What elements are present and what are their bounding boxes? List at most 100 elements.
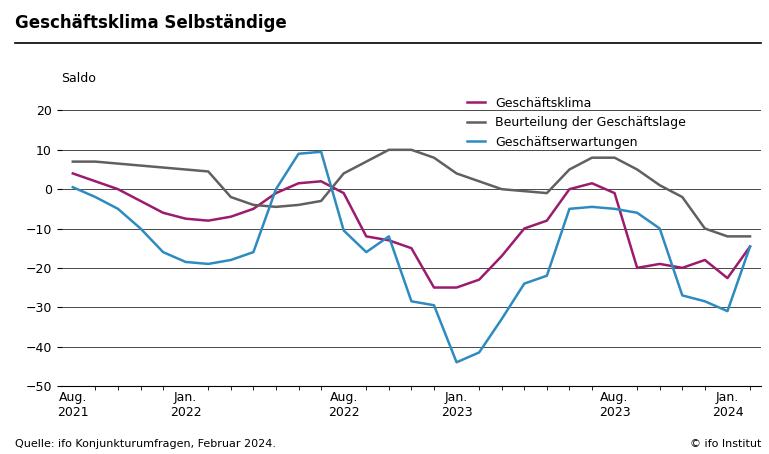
Geschäftserwartungen [610, 206, 619, 212]
Geschäftserwartungen [723, 308, 732, 314]
Geschäftserwartungen [249, 249, 258, 255]
Line: Geschäftsklima: Geschäftsklima [73, 173, 750, 287]
Geschäftsklima [384, 237, 394, 243]
Beurteilung der Geschäftslage [497, 187, 506, 192]
Geschäftserwartungen [136, 226, 145, 231]
Line: Beurteilung der Geschäftslage: Beurteilung der Geschäftslage [73, 150, 750, 237]
Geschäftserwartungen [271, 187, 281, 192]
Geschäftserwartungen [91, 194, 100, 200]
Geschäftserwartungen [113, 206, 122, 212]
Geschäftserwartungen [226, 257, 235, 263]
Text: Geschäftsklima Selbständige: Geschäftsklima Selbständige [15, 14, 287, 32]
Geschäftsklima [158, 210, 168, 216]
Beurteilung der Geschäftslage [564, 167, 574, 172]
Beurteilung der Geschäftslage [588, 155, 597, 160]
Beurteilung der Geschäftslage [384, 147, 394, 153]
Geschäftserwartungen [68, 184, 78, 190]
Geschäftsklima [610, 190, 619, 196]
Beurteilung der Geschäftslage [452, 171, 461, 176]
Geschäftsklima [633, 265, 642, 271]
Geschäftserwartungen [407, 299, 416, 304]
Beurteilung der Geschäftslage [723, 234, 732, 239]
Geschäftsklima [701, 257, 710, 263]
Geschäftserwartungen [317, 149, 326, 154]
Beurteilung der Geschäftslage [633, 167, 642, 172]
Geschäftsklima [181, 216, 190, 222]
Beurteilung der Geschäftslage [361, 159, 371, 164]
Geschäftsklima [542, 218, 551, 223]
Line: Geschäftserwartungen: Geschäftserwartungen [73, 152, 750, 362]
Geschäftsklima [497, 253, 506, 259]
Geschäftserwartungen [497, 316, 506, 322]
Beurteilung der Geschäftslage [113, 161, 122, 166]
Beurteilung der Geschäftslage [158, 165, 168, 170]
Geschäftserwartungen [520, 281, 529, 286]
Beurteilung der Geschäftslage [474, 178, 484, 184]
Geschäftserwartungen [294, 151, 303, 157]
Beurteilung der Geschäftslage [610, 155, 619, 160]
Geschäftsklima [226, 214, 235, 219]
Beurteilung der Geschäftslage [701, 226, 710, 231]
Geschäftsklima [520, 226, 529, 231]
Geschäftserwartungen [181, 259, 190, 265]
Geschäftsklima [271, 190, 281, 196]
Beurteilung der Geschäftslage [68, 159, 78, 164]
Geschäftserwartungen [204, 261, 213, 266]
Geschäftsklima [723, 276, 732, 281]
Geschäftsklima [452, 285, 461, 290]
Beurteilung der Geschäftslage [655, 183, 664, 188]
Geschäftserwartungen [474, 350, 484, 355]
Geschäftserwartungen [633, 210, 642, 216]
Geschäftsklima [339, 190, 348, 196]
Beurteilung der Geschäftslage [542, 190, 551, 196]
Geschäftsklima [317, 178, 326, 184]
Geschäftserwartungen [429, 302, 438, 308]
Text: Quelle: ifo Konjunkturumfragen, Februar 2024.: Quelle: ifo Konjunkturumfragen, Februar … [15, 439, 276, 449]
Geschäftserwartungen [588, 204, 597, 210]
Geschäftsklima [564, 187, 574, 192]
Geschäftsklima [113, 187, 122, 192]
Geschäftsklima [294, 181, 303, 186]
Text: Saldo: Saldo [62, 72, 96, 85]
Beurteilung der Geschäftslage [136, 163, 145, 168]
Beurteilung der Geschäftslage [677, 194, 687, 200]
Geschäftsklima [429, 285, 438, 290]
Geschäftserwartungen [339, 228, 348, 233]
Geschäftserwartungen [745, 244, 754, 249]
Beurteilung der Geschäftslage [204, 169, 213, 174]
Beurteilung der Geschäftslage [271, 204, 281, 210]
Geschäftserwartungen [701, 299, 710, 304]
Beurteilung der Geschäftslage [226, 194, 235, 200]
Beurteilung der Geschäftslage [429, 155, 438, 160]
Geschäftsklima [588, 181, 597, 186]
Geschäftserwartungen [158, 249, 168, 255]
Beurteilung der Geschäftslage [407, 147, 416, 153]
Legend: Geschäftsklima, Beurteilung der Geschäftslage, Geschäftserwartungen: Geschäftsklima, Beurteilung der Geschäft… [467, 97, 686, 148]
Beurteilung der Geschäftslage [745, 234, 754, 239]
Geschäftsklima [91, 178, 100, 184]
Geschäftserwartungen [677, 293, 687, 298]
Geschäftsklima [68, 171, 78, 176]
Beurteilung der Geschäftslage [339, 171, 348, 176]
Geschäftsklima [655, 261, 664, 266]
Beurteilung der Geschäftslage [181, 167, 190, 172]
Beurteilung der Geschäftslage [317, 198, 326, 204]
Geschäftsklima [677, 265, 687, 271]
Geschäftserwartungen [452, 360, 461, 365]
Geschäftsklima [474, 277, 484, 282]
Geschäftserwartungen [564, 206, 574, 212]
Text: © ifo Institut: © ifo Institut [690, 439, 761, 449]
Geschäftserwartungen [384, 234, 394, 239]
Geschäftsklima [249, 206, 258, 212]
Geschäftserwartungen [542, 273, 551, 278]
Beurteilung der Geschäftslage [91, 159, 100, 164]
Beurteilung der Geschäftslage [249, 202, 258, 207]
Geschäftsklima [745, 244, 754, 249]
Geschäftserwartungen [655, 226, 664, 231]
Geschäftsklima [136, 198, 145, 204]
Beurteilung der Geschäftslage [294, 202, 303, 207]
Geschäftsklima [361, 234, 371, 239]
Geschäftserwartungen [361, 249, 371, 255]
Geschäftsklima [204, 218, 213, 223]
Geschäftsklima [407, 246, 416, 251]
